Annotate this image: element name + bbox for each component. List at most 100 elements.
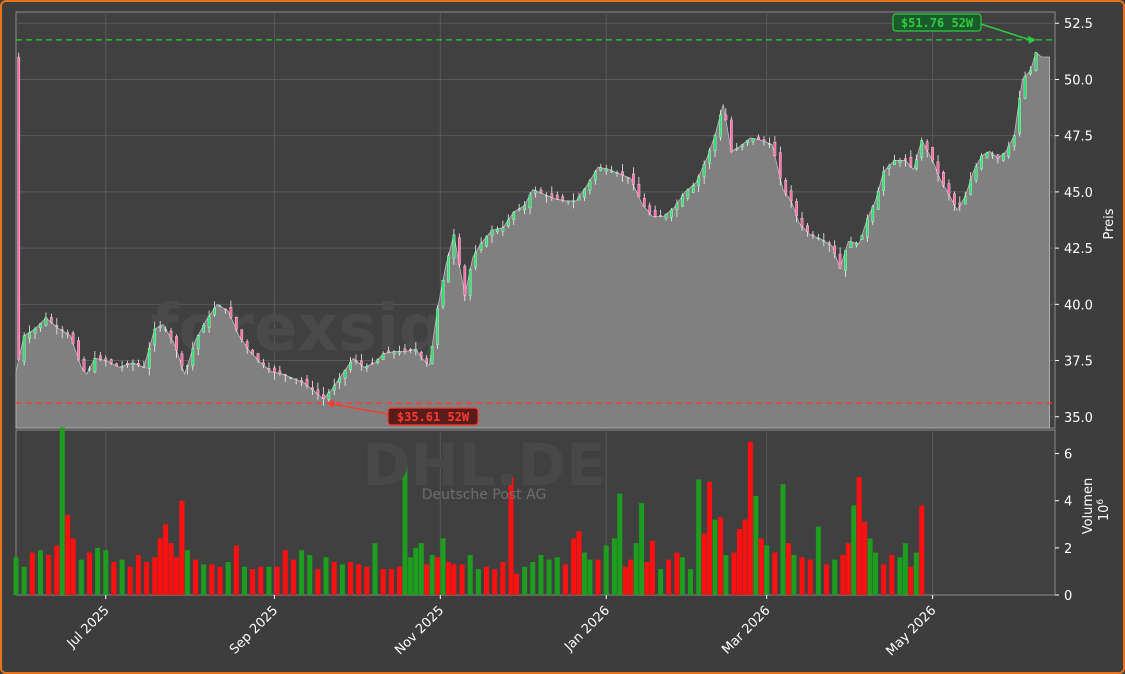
candle-body — [370, 362, 374, 365]
candle-body — [621, 171, 624, 176]
volume-bar — [407, 557, 413, 595]
candle-body — [708, 150, 711, 164]
candle-body — [55, 325, 59, 327]
candle-body — [131, 362, 135, 365]
candle-body — [963, 196, 967, 205]
candle-body — [463, 265, 467, 296]
volume-tick-label: 2 — [1064, 542, 1072, 557]
candle-body — [920, 140, 924, 158]
x-tick-label: Jul 2025 — [64, 603, 113, 652]
volume-tick-label: 4 — [1064, 495, 1072, 510]
candle-body — [147, 348, 151, 369]
candle-body — [251, 349, 254, 355]
price-tick-label: 35.0 — [1064, 411, 1093, 426]
x-tick-label: Nov 2025 — [392, 603, 447, 658]
candle-body — [338, 377, 342, 383]
candle-body — [430, 346, 434, 365]
candles — [17, 51, 1038, 406]
price-tick-label: 37.5 — [1064, 355, 1093, 370]
candle-body — [642, 198, 646, 207]
candle-body — [22, 335, 26, 362]
volume-bar — [424, 564, 430, 595]
candle-body — [196, 335, 200, 350]
candle-body — [860, 235, 864, 240]
candle-body — [849, 241, 853, 249]
volume-bar — [522, 566, 528, 595]
volume-bar — [807, 559, 813, 595]
volume-bar — [402, 463, 408, 595]
candle-body — [550, 193, 554, 198]
high-52w-arrowhead — [1027, 35, 1036, 44]
candle-body — [115, 363, 118, 367]
candle-body — [784, 180, 788, 194]
candle-body — [82, 358, 86, 371]
volume-bar — [233, 545, 239, 595]
volume-bar — [173, 557, 179, 595]
candle-body — [773, 142, 777, 157]
volume-bar — [157, 538, 163, 595]
x-axis-ticks: Jul 2025 Sep 2025 Nov 2025 Jan 2026 Mar 2026… — [64, 595, 939, 659]
volume-bar — [628, 559, 634, 595]
volume-bar — [339, 564, 345, 595]
volume-bar — [530, 562, 536, 595]
low-52w-label: $35.61 52W — [326, 400, 479, 426]
candle-body — [256, 353, 260, 361]
candle-body — [44, 317, 48, 326]
candle-body — [321, 394, 325, 399]
candle-body — [947, 183, 951, 195]
high-52w-arrow — [980, 23, 1031, 41]
volume-bar — [913, 552, 919, 595]
volume-bar — [492, 569, 498, 595]
volume-bar — [679, 557, 685, 595]
volume-bar — [86, 552, 92, 595]
candle-body — [506, 219, 510, 227]
volume-bar — [241, 566, 247, 595]
candle-body — [419, 351, 423, 357]
candle-body — [686, 189, 690, 199]
candle-body — [202, 324, 206, 333]
volume-bar — [282, 550, 288, 595]
candle-body — [822, 240, 826, 242]
volume-bar — [299, 550, 305, 595]
volume-bar — [258, 566, 264, 595]
candle-body — [827, 242, 831, 245]
volume-bar — [611, 538, 617, 595]
volume-bar — [658, 569, 664, 595]
volume-bar — [622, 566, 628, 595]
volume-bar — [95, 547, 101, 595]
volume-bar — [617, 493, 623, 595]
candle-body — [457, 237, 461, 266]
volume-bar — [845, 543, 851, 595]
price-tick-label: 42.5 — [1064, 242, 1093, 257]
volume-bar — [70, 538, 76, 595]
candle-body — [218, 305, 222, 308]
volume-bar — [380, 569, 386, 595]
volume-bar — [712, 519, 718, 595]
candle-body — [1029, 70, 1032, 74]
price-area-fill — [15, 51, 1051, 429]
price-area — [15, 51, 1051, 429]
candle-body — [898, 160, 902, 164]
volume-bar — [576, 531, 582, 595]
x-tick-label: Mar 2026 — [719, 603, 773, 657]
candle-body — [925, 141, 929, 151]
candle-body — [468, 269, 472, 296]
candle-body — [599, 167, 603, 171]
candle-body — [991, 153, 994, 156]
candle-body — [865, 218, 869, 238]
volume-bar — [388, 569, 394, 595]
volume-bar — [163, 524, 169, 595]
volume-bar — [418, 543, 424, 595]
high-52w-text: $51.76 52W — [901, 16, 974, 30]
candle-body — [365, 366, 369, 369]
candle-body — [719, 114, 722, 138]
candle-body — [583, 188, 586, 198]
candle-body — [403, 348, 407, 352]
candle-body — [17, 56, 21, 360]
candle-body — [207, 315, 211, 328]
volume-bar — [688, 569, 694, 595]
volume-axis-label: Volumen — [1081, 478, 1096, 535]
candle-body — [332, 385, 336, 391]
